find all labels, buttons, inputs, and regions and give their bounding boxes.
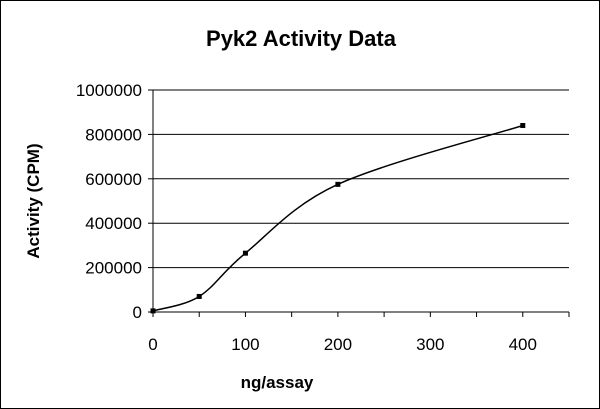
y-tick-label-1: 200000 (85, 259, 142, 278)
y-tick-label-5: 1000000 (76, 81, 142, 100)
y-tick-label-4: 800000 (85, 125, 142, 144)
data-point-1 (196, 293, 202, 299)
y-tick-label-2: 400000 (85, 214, 142, 233)
data-point-0 (150, 308, 156, 314)
y-tick-labels: 0 200000 400000 600000 800000 1000000 (76, 81, 142, 322)
grid-lines (153, 89, 569, 269)
data-point-4 (520, 123, 526, 129)
x-tick-labels: 0 100 200 300 400 (148, 335, 537, 354)
y-axis-label: Activity (CPM) (24, 143, 43, 258)
chart-title: Pyk2 Activity Data (206, 26, 397, 51)
x-tick-label-3: 300 (416, 335, 444, 354)
y-tick-label-3: 600000 (85, 170, 142, 189)
x-tick-label-4: 400 (509, 335, 537, 354)
x-tick-label-0: 0 (148, 335, 157, 354)
data-series (150, 123, 526, 314)
data-point-3 (335, 181, 341, 187)
data-point-2 (242, 250, 248, 256)
axes (148, 89, 570, 317)
x-tick-label-1: 100 (231, 335, 259, 354)
x-axis-label: ng/assay (241, 373, 314, 392)
y-tick-label-0: 0 (133, 303, 142, 322)
series-line-0 (152, 124, 524, 312)
x-tick-label-2: 200 (324, 335, 352, 354)
